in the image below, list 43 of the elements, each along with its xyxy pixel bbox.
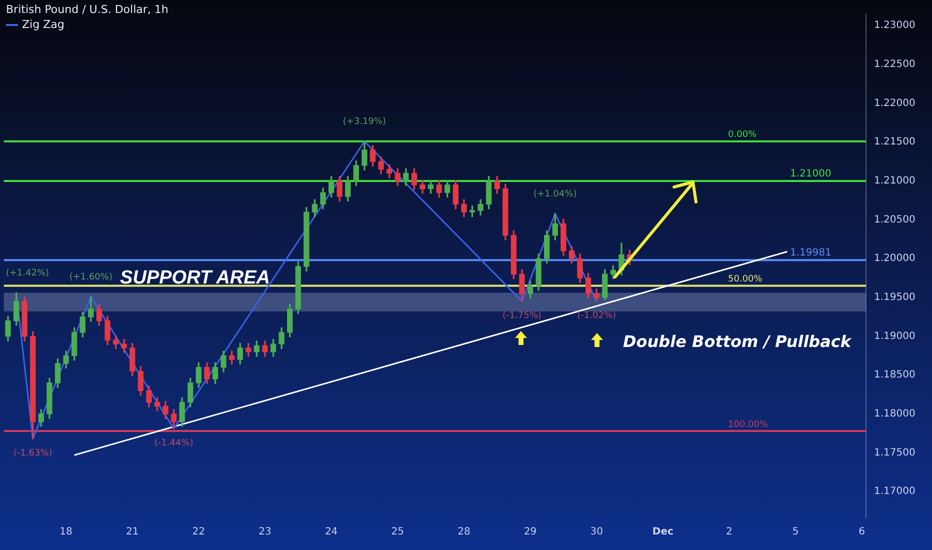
annotation: (+1.60%): [69, 272, 112, 283]
y-tick-label: 1.19000: [874, 330, 916, 342]
x-tick-label: 18: [60, 526, 72, 538]
x-tick-label: Dec: [652, 526, 674, 538]
chart-title: British Pound / U.S. Dollar, 1h: [6, 3, 168, 16]
annotation: (-1.44%): [154, 438, 194, 449]
y-tick-label: 1.20000: [874, 253, 916, 264]
annotation: Double Bottom / Pullback: [623, 332, 852, 351]
annotation: (-1.02%): [577, 311, 616, 322]
annotation: (+1.42%): [6, 268, 50, 279]
ref-line-label: 1.21000: [790, 168, 832, 180]
y-tick-label: 1.21000: [874, 176, 916, 187]
x-tick-label: 24: [324, 526, 338, 538]
annotation: (+1.04%): [534, 189, 577, 200]
x-tick-label: 5: [792, 526, 799, 538]
y-tick-label: 1.20500: [874, 214, 916, 226]
x-tick-label: 28: [458, 526, 470, 538]
annotation: 100.00%: [728, 420, 768, 430]
annotation: 0.00%: [728, 130, 758, 140]
annotation: 50.00%: [728, 274, 763, 285]
band-label: SUPPORT AREA: [120, 268, 270, 289]
x-tick-label: 23: [258, 526, 272, 538]
annotation: (-1.75%): [502, 311, 542, 322]
y-tick-label: 1.21500: [874, 136, 916, 148]
x-tick-label: 29: [524, 526, 537, 538]
x-tick-label: 22: [192, 526, 206, 538]
annotation: (-1.63%): [13, 448, 52, 459]
y-tick-label: 1.18000: [874, 408, 916, 420]
y-tick-label: 1.17500: [874, 447, 916, 458]
x-tick-label: 21: [126, 526, 139, 538]
y-tick-label: 1.22000: [874, 98, 916, 109]
y-tick-label: 1.22500: [874, 59, 916, 70]
ref-line-label: 1.19981: [790, 248, 832, 259]
y-tick-label: 1.19500: [874, 292, 916, 304]
x-tick-label: 6: [858, 526, 866, 538]
annotation: (+3.19%): [342, 117, 386, 128]
y-tick-label: 1.18500: [874, 370, 916, 381]
x-tick-label: 2: [726, 526, 732, 538]
x-tick-label: 25: [391, 526, 404, 538]
legend-label: Zig Zag: [22, 18, 64, 31]
x-tick-label: 30: [590, 526, 603, 538]
y-tick-label: 1.23000: [874, 20, 916, 32]
y-tick-label: 1.17000: [874, 486, 916, 498]
